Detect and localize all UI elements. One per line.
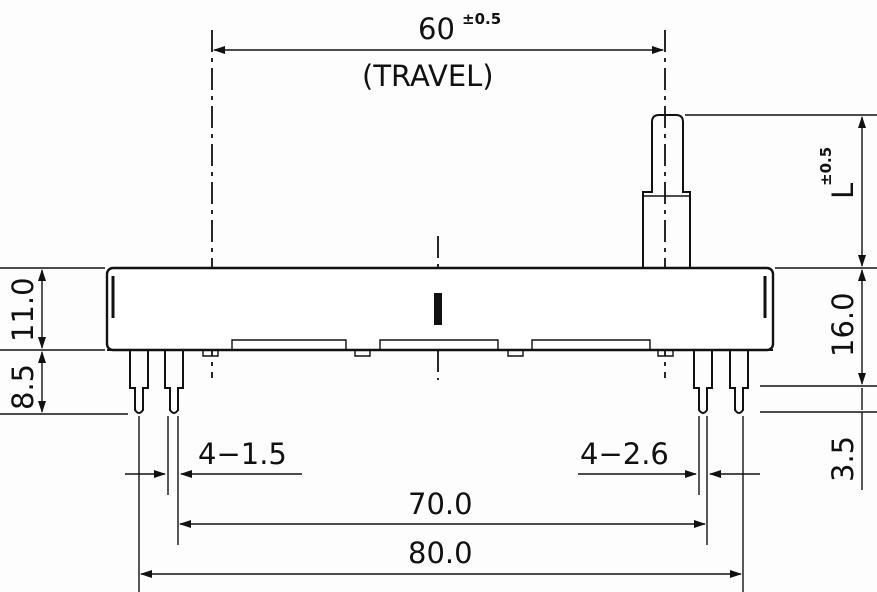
travel-dimension: 60 ±0.5 (TRAVEL) [213,10,664,93]
center-lines [211,30,666,380]
lever-tolerance: ±0.5 [817,147,835,186]
lever-symbol: L [826,183,860,199]
outer-pitch-dimension: 80.0 [140,536,742,578]
inner-pitch-label: 70.0 [408,487,473,521]
slider-body [105,266,775,357]
right-dimensions: L ±0.5 16.0 3.5 [685,114,877,490]
pin-length-right: 3.5 [826,436,860,482]
pin [729,350,749,414]
pin-spec-right: 4−2.6 [578,437,760,478]
outer-pitch-label: 80.0 [408,536,473,570]
pin [693,350,713,414]
body-height-left: 11.0 [6,277,40,342]
terminal-pins [129,350,749,414]
pin-extension-lines [138,416,744,592]
pin-spec-left-label: 4−1.5 [198,437,287,471]
pin [129,350,149,414]
body-height-right: 16.0 [826,292,860,357]
slider-slot-mark [434,293,442,325]
inner-pitch-dimension: 70.0 [179,487,706,528]
travel-value: 60 [418,12,455,46]
pin [164,350,184,414]
pin-spec-right-label: 4−2.6 [580,437,669,471]
travel-tolerance: ±0.5 [462,10,501,28]
pin-spec-left: 4−1.5 [125,437,302,478]
pin-length-left: 8.5 [6,364,40,410]
travel-note: (TRAVEL) [362,59,494,93]
left-dimensions: 11.0 8.5 [0,267,128,415]
lever-shaft [642,114,691,268]
